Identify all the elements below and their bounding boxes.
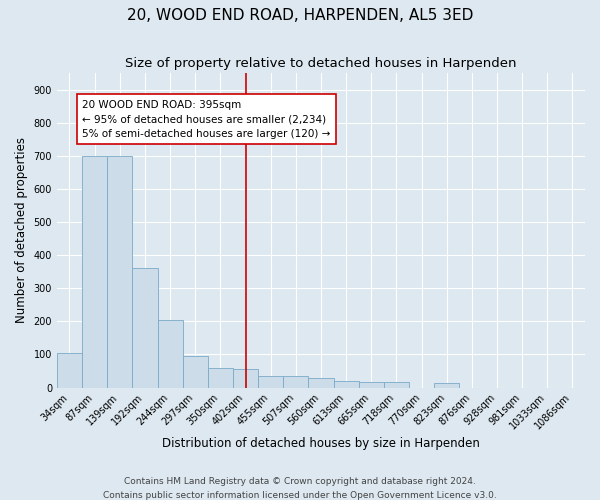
Y-axis label: Number of detached properties: Number of detached properties: [15, 138, 28, 324]
Bar: [434, 383, 459, 388]
Text: 20 WOOD END ROAD: 395sqm
← 95% of detached houses are smaller (2,234)
5% of semi: 20 WOOD END ROAD: 395sqm ← 95% of detach…: [82, 100, 331, 139]
Bar: [308, 378, 334, 388]
Bar: [182, 356, 208, 388]
Bar: [334, 381, 359, 388]
Bar: [233, 370, 258, 388]
Text: Contains HM Land Registry data © Crown copyright and database right 2024.
Contai: Contains HM Land Registry data © Crown c…: [103, 478, 497, 500]
Bar: [133, 268, 158, 388]
Bar: [384, 382, 409, 388]
Bar: [359, 382, 384, 388]
Bar: [158, 320, 182, 388]
Bar: [57, 353, 82, 388]
Bar: [208, 368, 233, 388]
Text: 20, WOOD END ROAD, HARPENDEN, AL5 3ED: 20, WOOD END ROAD, HARPENDEN, AL5 3ED: [127, 8, 473, 22]
Title: Size of property relative to detached houses in Harpenden: Size of property relative to detached ho…: [125, 58, 517, 70]
Bar: [107, 156, 133, 388]
Bar: [258, 376, 283, 388]
X-axis label: Distribution of detached houses by size in Harpenden: Distribution of detached houses by size …: [162, 437, 480, 450]
Bar: [283, 376, 308, 388]
Bar: [82, 156, 107, 388]
